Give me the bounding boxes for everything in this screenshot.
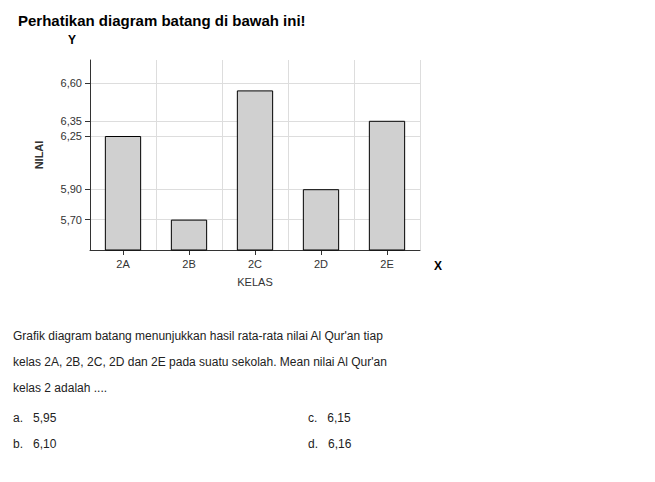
svg-text:6,25: 6,25 [61,130,82,142]
svg-text:KELAS: KELAS [237,276,272,288]
svg-text:5,90: 5,90 [61,183,82,195]
svg-text:d. 6,16: d. 6,16 [308,437,352,451]
svg-text:2C: 2C [248,258,262,270]
svg-text:2B: 2B [182,258,195,270]
svg-text:Perhatikan diagram batang di b: Perhatikan diagram batang di bawah ini! [18,12,306,29]
svg-text:Y: Y [68,33,76,47]
svg-text:6,60: 6,60 [61,77,82,89]
svg-text:a. 5,95: a. 5,95 [13,411,57,425]
svg-text:5,70: 5,70 [61,214,82,226]
svg-text:kelas 2 adalah ....: kelas 2 adalah .... [13,381,107,395]
svg-text:X: X [434,259,442,273]
svg-text:NILAI: NILAI [33,141,45,170]
svg-text:6,35: 6,35 [61,115,82,127]
svg-text:kelas 2A, 2B, 2C, 2D dan 2E pa: kelas 2A, 2B, 2C, 2D dan 2E pada suatu s… [13,355,387,369]
svg-text:2D: 2D [314,258,328,270]
svg-text:Grafik diagram batang menunjuk: Grafik diagram batang menunjukkan hasil … [13,329,383,343]
svg-text:2A: 2A [116,258,130,270]
svg-text:2E: 2E [380,258,393,270]
svg-text:b. 6,10: b. 6,10 [13,437,57,451]
svg-text:c. 6,15: c. 6,15 [308,411,351,425]
